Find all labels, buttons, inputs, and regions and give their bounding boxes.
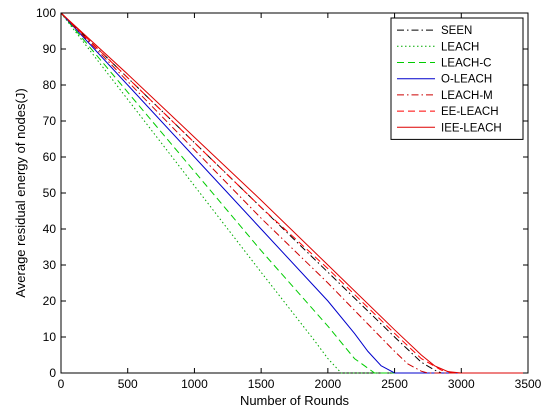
legend-label: LEACH [441, 41, 479, 53]
x-tick-label: 3000 [448, 377, 475, 391]
series-line-leach [60, 12, 528, 374]
y-axis: 0 10 20 30 40 50 60 70 80 90 100 [36, 6, 528, 380]
legend-label: LEACH-C [441, 58, 491, 70]
y-tick-label: 10 [43, 330, 57, 344]
y-tick-label: 30 [43, 258, 57, 272]
y-tick-label: 20 [43, 294, 57, 308]
series-layer [60, 12, 528, 374]
x-tick-label: 1000 [181, 377, 208, 391]
x-tick-label: 0 [58, 377, 65, 391]
x-tick-label: 2000 [315, 377, 342, 391]
legend-label: EE-LEACH [441, 106, 499, 118]
series-line-o-leach [60, 12, 528, 374]
series-line-leach-m [60, 12, 528, 374]
series-line-iee-leach [60, 12, 528, 374]
legend-label: SEEN [441, 25, 472, 37]
y-tick-label: 40 [43, 222, 57, 236]
y-tick-label: 100 [36, 6, 56, 20]
y-tick-label: 50 [43, 186, 57, 200]
series-line-seen [60, 12, 528, 374]
y-tick-label: 80 [43, 78, 57, 92]
x-tick-label: 500 [118, 377, 138, 391]
legend-label: IEE-LEACH [441, 122, 502, 134]
legend: SEEN LEACH LEACH-C O-LEACH LEACH-M EE-LEACH IE… [390, 17, 524, 140]
x-axis-title: Number of Rounds [240, 393, 350, 408]
x-tick-label: 1500 [248, 377, 275, 391]
series-line-leach-c [60, 12, 528, 374]
y-tick-label: 60 [43, 150, 57, 164]
y-tick-label: 90 [43, 42, 57, 56]
x-tick-label: 3500 [515, 377, 542, 391]
y-tick-label: 70 [43, 114, 57, 128]
legend-label: LEACH-M [441, 90, 493, 102]
y-tick-label: 0 [49, 366, 56, 380]
y-axis-title: Average residual energy of nodes(J) [13, 88, 28, 297]
x-tick-label: 2500 [381, 377, 408, 391]
legend-label: O-LEACH [441, 74, 492, 86]
x-axis: 0 500 1000 1500 2000 2500 3000 3500 [58, 13, 542, 391]
